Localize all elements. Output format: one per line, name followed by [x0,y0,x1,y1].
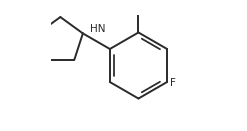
Text: HN: HN [90,24,105,34]
Text: F: F [170,78,176,88]
